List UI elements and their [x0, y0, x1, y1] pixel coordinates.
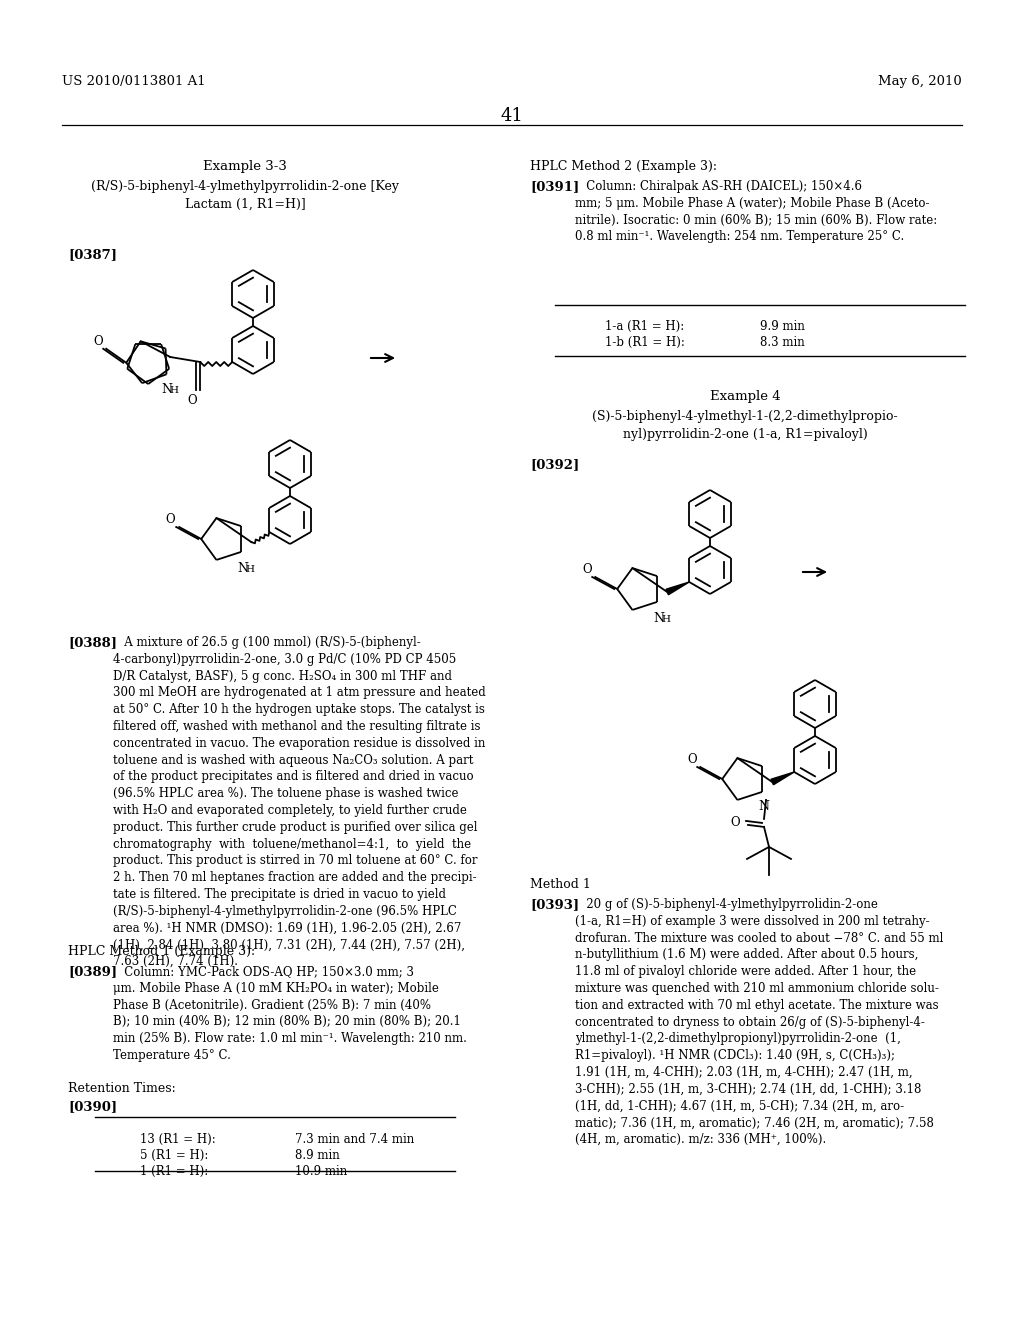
- Text: N: N: [162, 383, 172, 396]
- Text: [0390]: [0390]: [68, 1100, 117, 1113]
- Text: 10.9 min: 10.9 min: [295, 1166, 347, 1177]
- Text: HPLC Method 1 (Example 3):: HPLC Method 1 (Example 3):: [68, 945, 255, 958]
- Text: A mixture of 26.5 g (100 mmol) (R/S)-5-(biphenyl-
4-carbonyl)pyrrolidin-2-one, 3: A mixture of 26.5 g (100 mmol) (R/S)-5-(…: [113, 636, 485, 968]
- Text: [0392]: [0392]: [530, 458, 580, 471]
- Text: H: H: [169, 387, 178, 395]
- Text: O: O: [187, 393, 197, 407]
- Text: 20 g of (S)-5-biphenyl-4-ylmethylpyrrolidin-2-one
(1-a, R1=H) of example 3 were : 20 g of (S)-5-biphenyl-4-ylmethylpyrroli…: [575, 898, 943, 1146]
- Text: 8.3 min: 8.3 min: [760, 337, 805, 348]
- Text: O: O: [730, 817, 740, 829]
- Text: 1-a (R1 = H):: 1-a (R1 = H):: [605, 319, 684, 333]
- Text: (R/S)-5-biphenyl-4-ylmethylpyrrolidin-2-one [Key
Lactam (1, R1=H)]: (R/S)-5-biphenyl-4-ylmethylpyrrolidin-2-…: [91, 180, 399, 211]
- Text: 1 (R1 = H):: 1 (R1 = H):: [140, 1166, 208, 1177]
- Text: Column: YMC-Pack ODS-AQ HP; 150×3.0 mm; 3
μm. Mobile Phase A (10 mM KH₂PO₄ in wa: Column: YMC-Pack ODS-AQ HP; 150×3.0 mm; …: [113, 965, 467, 1063]
- Text: 7.3 min and 7.4 min: 7.3 min and 7.4 min: [295, 1133, 415, 1146]
- Text: Column: Chiralpak AS-RH (DAICEL); 150×4.6
mm; 5 μm. Mobile Phase A (water); Mobi: Column: Chiralpak AS-RH (DAICEL); 150×4.…: [575, 180, 937, 243]
- Text: Retention Times:: Retention Times:: [68, 1082, 176, 1096]
- Text: 5 (R1 = H):: 5 (R1 = H):: [140, 1148, 208, 1162]
- Text: 41: 41: [501, 107, 523, 125]
- Text: [0387]: [0387]: [68, 248, 117, 261]
- Text: O: O: [687, 752, 697, 766]
- Text: US 2010/0113801 A1: US 2010/0113801 A1: [62, 75, 206, 88]
- Text: May 6, 2010: May 6, 2010: [879, 75, 962, 88]
- Polygon shape: [771, 772, 795, 784]
- Text: Method 1: Method 1: [530, 878, 591, 891]
- Text: N: N: [758, 800, 769, 813]
- Text: Example 3-3: Example 3-3: [203, 160, 287, 173]
- Text: O: O: [93, 335, 103, 347]
- Polygon shape: [666, 582, 689, 595]
- Text: O: O: [583, 564, 592, 576]
- Text: [0389]: [0389]: [68, 965, 117, 978]
- Text: 1-b (R1 = H):: 1-b (R1 = H):: [605, 337, 685, 348]
- Text: [0393]: [0393]: [530, 898, 580, 911]
- Text: H: H: [245, 565, 254, 574]
- Text: O: O: [166, 513, 175, 525]
- Text: 13 (R1 = H):: 13 (R1 = H):: [140, 1133, 216, 1146]
- Text: 9.9 min: 9.9 min: [760, 319, 805, 333]
- Text: N: N: [237, 562, 248, 576]
- Text: [0391]: [0391]: [530, 180, 580, 193]
- Text: H: H: [662, 615, 670, 624]
- Text: HPLC Method 2 (Example 3):: HPLC Method 2 (Example 3):: [530, 160, 717, 173]
- Text: N: N: [653, 612, 664, 624]
- Text: [0388]: [0388]: [68, 636, 117, 649]
- Text: (S)-5-biphenyl-4-ylmethyl-1-(2,2-dimethylpropio-
nyl)pyrrolidin-2-one (1-a, R1=p: (S)-5-biphenyl-4-ylmethyl-1-(2,2-dimethy…: [592, 411, 898, 441]
- Text: 8.9 min: 8.9 min: [295, 1148, 340, 1162]
- Text: Example 4: Example 4: [710, 389, 780, 403]
